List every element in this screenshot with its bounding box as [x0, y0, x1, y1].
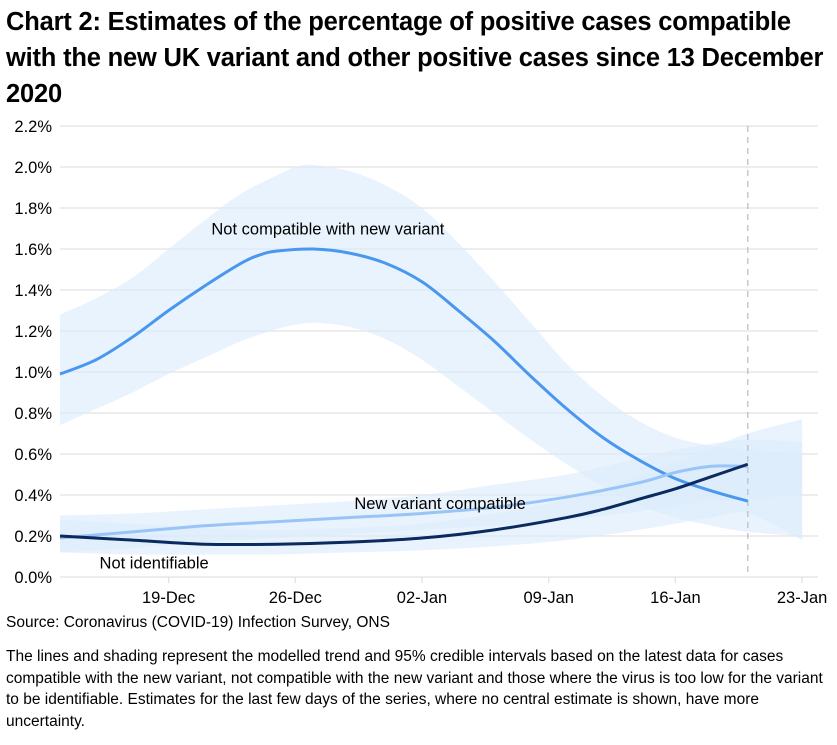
chart-title: Chart 2: Estimates of the percentage of …	[6, 8, 824, 108]
series-lines	[59, 247, 749, 547]
y-tick-label: 1.4%	[14, 282, 52, 300]
x-tick-label: 23-Jan	[777, 589, 827, 607]
y-tick-label: 0.0%	[14, 569, 52, 587]
series-label-not_identifiable: Not identifiable	[100, 555, 209, 573]
y-tick-label: 1.8%	[14, 200, 52, 218]
y-tick-label: 0.4%	[14, 487, 52, 505]
y-tick-label: 2.0%	[14, 159, 52, 177]
y-tick-label: 2.2%	[14, 118, 52, 136]
x-axis-ticks: 19-Dec 26-Dec 02-Jan 09-Jan 16-Jan 23-Jan	[142, 577, 827, 607]
series-label-new_variant: New variant compatible	[354, 495, 526, 513]
chart-svg: 0.0% 0.2% 0.4% 0.6% 0.8% 1.0% 1.2% 1.4% 1.6% 1.8%…	[14, 118, 827, 607]
line-not_identifiable	[59, 462, 749, 547]
source-note: Source: Coronavirus (COVID-19) Infection…	[6, 614, 390, 631]
series-labels: Not compatible with new variant New varia…	[100, 221, 526, 573]
band-not_identifiable	[60, 419, 803, 555]
y-tick-label: 1.6%	[14, 241, 52, 259]
line-not_compatible	[59, 247, 749, 503]
y-tick-label: 0.8%	[14, 405, 52, 423]
y-axis-ticks: 0.0% 0.2% 0.4% 0.6% 0.8% 1.0% 1.2% 1.4% 1.6% 1.8%…	[14, 118, 52, 587]
series-label-not_compatible: Not compatible with new variant	[211, 221, 444, 239]
x-tick-label: 26-Dec	[269, 589, 322, 607]
y-tick-label: 1.2%	[14, 323, 52, 341]
methodology-note: The lines and shading represent the mode…	[6, 648, 823, 730]
x-tick-label: 09-Jan	[523, 589, 573, 607]
y-tick-label: 0.6%	[14, 446, 52, 464]
x-tick-label: 16-Jan	[650, 589, 700, 607]
y-tick-label: 1.0%	[14, 364, 52, 382]
x-tick-label: 19-Dec	[142, 589, 195, 607]
y-tick-label: 0.2%	[14, 528, 52, 546]
band-not_compatible	[60, 164, 803, 536]
x-tick-label: 02-Jan	[397, 589, 447, 607]
line-new_variant	[59, 464, 748, 540]
